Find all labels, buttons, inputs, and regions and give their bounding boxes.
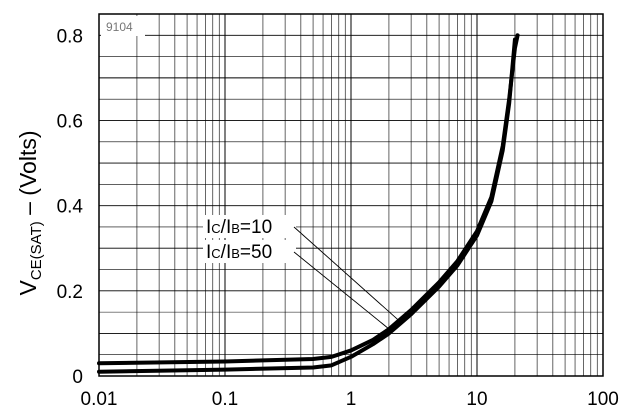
- figure-code-background: [101, 16, 145, 36]
- annotation-label-2: IC/IB=50: [206, 242, 272, 263]
- y-tick-label: 0.4: [57, 197, 84, 218]
- annotation-leader-line-1: [293, 226, 400, 321]
- y-tick-label: 0.6: [57, 111, 83, 132]
- annotation-label-part: B: [231, 221, 240, 236]
- y-tick-label: 0.8: [57, 26, 83, 47]
- x-tick-label: 0.01: [81, 389, 118, 410]
- y-axis-label-tail: – (Volts): [15, 131, 41, 222]
- figure-code: 9104: [106, 20, 133, 34]
- plot-frame: [98, 13, 604, 377]
- series-line-2: [97, 33, 520, 366]
- x-tick-label: 100: [587, 389, 619, 410]
- y-axis-label-subscript: CE(SAT): [28, 221, 45, 280]
- x-tick-label: 1: [346, 389, 357, 410]
- annotation-background-1: [203, 215, 296, 238]
- annotation-label-part: =50: [240, 242, 272, 263]
- annotation-label-part: I: [206, 242, 211, 263]
- annotation-label-part: /I: [221, 217, 232, 238]
- y-axis-label: VCE(SAT) – (Volts): [15, 131, 45, 296]
- series-group: [97, 33, 520, 374]
- tick-labels: 0.01 0.1 1 10 100 0 0.2 0.4 0.6 0.8: [57, 26, 619, 410]
- y-axis-label-main: V: [15, 280, 41, 296]
- grid: [99, 14, 603, 376]
- x-tick-label: 0.1: [212, 389, 238, 410]
- annotation-label-part: B: [231, 246, 240, 261]
- y-tick-label: 0.2: [57, 282, 83, 303]
- annotation-label-part: =10: [240, 217, 272, 238]
- annotation-leader-line-2: [293, 251, 392, 332]
- x-tick-label: 10: [466, 389, 487, 410]
- annotation-label-1: IC/IB=10: [206, 217, 272, 238]
- annotation-label-part: C: [211, 221, 220, 236]
- y-tick-label: 0: [72, 367, 83, 388]
- annotation-label-part: /I: [221, 242, 232, 263]
- annotation-label-part: I: [206, 217, 211, 238]
- annotation-label-part: C: [211, 246, 220, 261]
- annotation-background-2: [203, 240, 296, 263]
